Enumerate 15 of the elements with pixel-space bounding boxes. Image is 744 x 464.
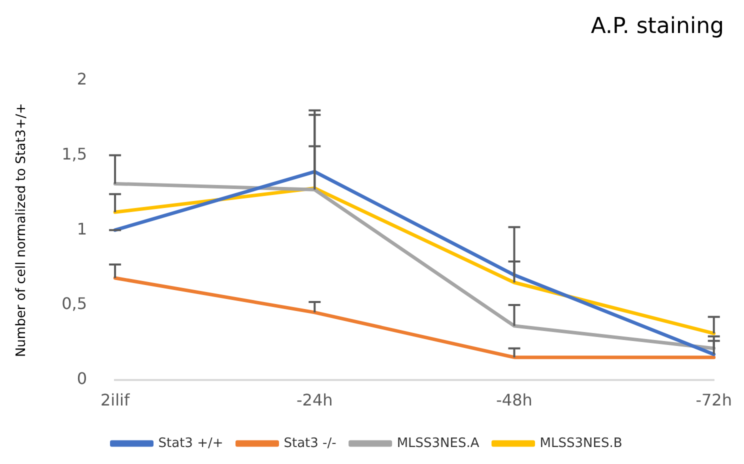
- legend-label: MLSS3NES.A: [396, 436, 480, 451]
- y-tick-label: 0,5: [62, 294, 88, 314]
- legend-label: Stat3 +/+: [158, 436, 224, 451]
- legend-label: Stat3 -/-: [284, 436, 337, 451]
- x-tick-label: -48h: [496, 390, 532, 410]
- y-tick-label: 0: [76, 368, 88, 388]
- chart-title: A.P. staining: [590, 14, 724, 39]
- x-tick-label: -72h: [696, 390, 732, 410]
- y-tick-label: 1: [76, 219, 88, 238]
- y-tick-label: 1,5: [62, 144, 88, 164]
- y-axis-title: Number of cell normalized to Stat3+/+: [14, 103, 30, 358]
- x-tick-label: -24h: [296, 390, 333, 410]
- y-tick-label: 2: [76, 70, 88, 89]
- legend-label: MLSS3NES.B: [540, 436, 622, 451]
- x-tick-label: 2ilif: [100, 390, 130, 410]
